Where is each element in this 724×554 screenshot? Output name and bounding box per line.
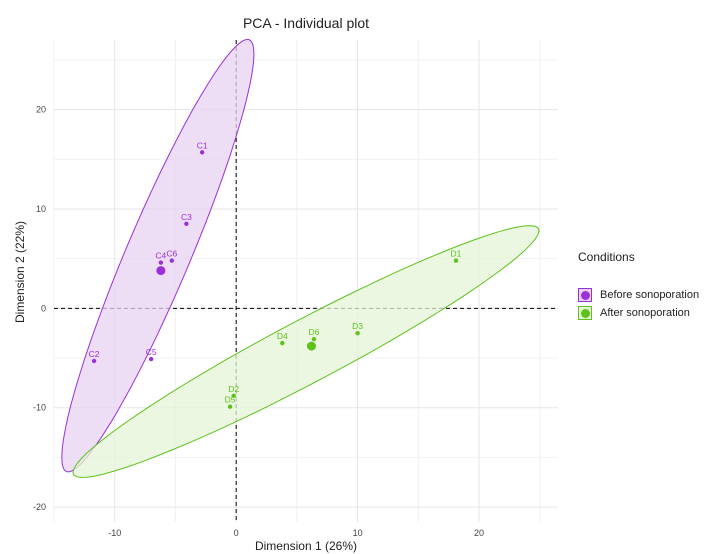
axis-ticks: -10 0 10 20 -20 -10 0 10 20	[33, 105, 484, 538]
point-label-d4: D4	[277, 331, 288, 341]
ellipse-before	[61, 38, 255, 473]
legend-key-before	[578, 288, 592, 302]
point-label-c6: C6	[166, 249, 177, 259]
chart-title: PCA - Individual plot	[243, 15, 369, 31]
ellipse-after	[72, 225, 540, 478]
legend: Conditions Before sonoporation After son…	[578, 250, 699, 322]
x-tick-label: 20	[474, 528, 484, 538]
y-tick-label: -20	[33, 502, 46, 512]
point-label-d1: D1	[451, 249, 462, 259]
y-axis-label: Dimension 2 (22%)	[13, 221, 27, 323]
point-d4	[280, 340, 285, 346]
point-label-c4: C4	[155, 251, 166, 261]
point-d6	[311, 336, 317, 342]
y-tick-label: 0	[41, 303, 46, 313]
point-d3	[355, 330, 360, 336]
point-label-c5: C5	[146, 347, 157, 357]
legend-key-after	[578, 306, 592, 320]
x-tick-label: -10	[108, 528, 121, 538]
point-d5	[227, 404, 233, 409]
y-tick-label: -10	[33, 403, 46, 413]
point-d2	[231, 393, 236, 398]
point-c6	[169, 258, 175, 263]
point-c1	[199, 150, 205, 155]
point-c4	[158, 260, 164, 265]
legend-item-after: After sonoporation	[578, 304, 699, 322]
legend-item-before: Before sonoporation	[578, 286, 699, 304]
point-c5	[148, 356, 154, 362]
x-tick-label: 0	[234, 528, 239, 538]
point-c2	[91, 358, 97, 364]
point-c3	[184, 221, 189, 227]
centroid-after	[306, 341, 316, 351]
point-label-c1: C1	[197, 140, 208, 150]
point-label-d6: D6	[308, 327, 319, 337]
point-label-c2: C2	[89, 349, 100, 359]
confidence-ellipses	[61, 38, 540, 478]
point-d1	[453, 258, 459, 263]
y-tick-label: 20	[36, 105, 46, 115]
point-label-d3: D3	[352, 321, 363, 331]
legend-label-after: After sonoporation	[600, 307, 690, 319]
centroid-before	[156, 266, 166, 276]
x-axis-label: Dimension 1 (26%)	[255, 539, 357, 553]
x-tick-label: 10	[353, 528, 363, 538]
legend-label-before: Before sonoporation	[600, 289, 700, 301]
point-label-d5: D5	[225, 395, 236, 405]
point-label-d2: D2	[228, 384, 239, 394]
y-tick-label: 10	[36, 204, 46, 214]
point-label-c3: C3	[181, 212, 192, 222]
legend-title: Conditions	[578, 250, 635, 264]
